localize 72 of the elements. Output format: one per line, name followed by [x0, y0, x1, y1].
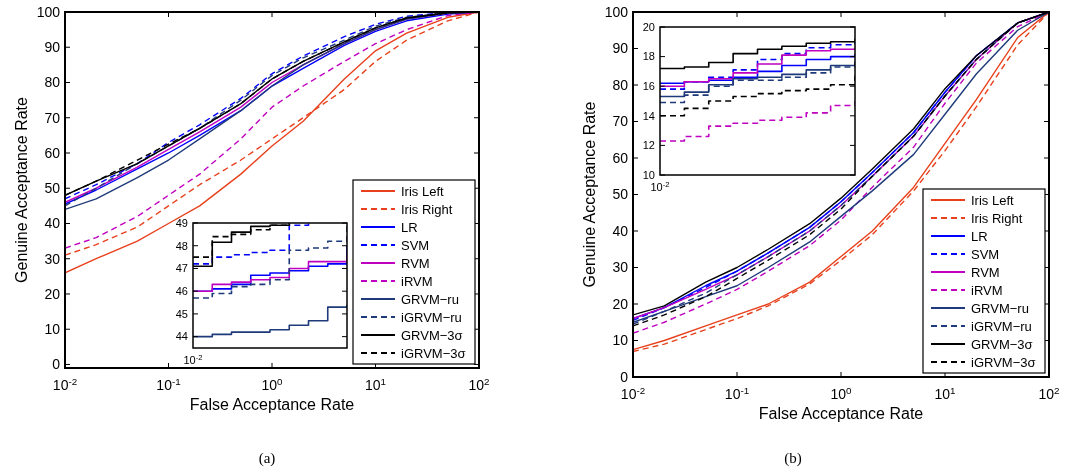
- legend-label: Iris Left: [401, 183, 445, 199]
- x-tick-label: 10$^{2}$: [468, 375, 490, 393]
- y-tick-label: 18: [642, 50, 655, 63]
- y-tick-label: 48: [175, 239, 188, 252]
- y-tick-label: 20: [642, 20, 655, 33]
- legend-label: iRVM: [971, 282, 1003, 298]
- y-axis-title: Genuine Acceptance Rate: [581, 101, 598, 288]
- legend-label: GRVM−3σ: [401, 327, 463, 343]
- legend-label: Iris Left: [971, 192, 1015, 208]
- legend-label: GRVM−ru: [401, 291, 459, 307]
- x-tick-label: 10$^{0}$: [830, 384, 853, 402]
- x-tick-label: 10$^{-1}$: [156, 375, 181, 393]
- x-axis-title: False Acceptance Rate: [189, 396, 355, 413]
- y-tick-label: 40: [612, 222, 629, 239]
- y-tick-label: 44: [175, 330, 188, 343]
- text: (b): [784, 450, 802, 467]
- legend-label: iGRVM−ru: [971, 318, 1032, 334]
- x-tick-label: 10$^{0}$: [261, 375, 284, 393]
- legend-label: GRVM−ru: [971, 300, 1029, 316]
- y-tick-label: 40: [44, 215, 61, 232]
- y-tick-label: 60: [612, 149, 629, 166]
- y-tick-label: 10: [44, 321, 61, 338]
- y-tick-label: 100: [36, 3, 61, 20]
- legend-label: RVM: [401, 255, 430, 271]
- y-tick-label: 80: [44, 74, 61, 91]
- y-tick-label: 10: [642, 168, 655, 181]
- legend-label: iGRVM−3σ: [971, 354, 1036, 370]
- x-tick-label: 10$^{-2}$: [52, 375, 78, 393]
- legend-label: RVM: [971, 264, 1000, 280]
- y-tick-label: 90: [44, 39, 61, 56]
- x-tick-label: 10$^{1}$: [364, 375, 387, 393]
- x-tick-label: 10$^{-2}$: [620, 384, 646, 402]
- y-tick-label: 30: [44, 250, 61, 267]
- y-tick-label: 70: [44, 109, 61, 126]
- y-tick-label: 49: [175, 216, 188, 229]
- text: (a): [258, 450, 276, 467]
- y-tick-label: 0: [52, 356, 61, 373]
- legend-label: LR: [971, 228, 988, 244]
- legend-label: Iris Right: [971, 210, 1023, 226]
- y-tick-label: 12: [642, 139, 655, 152]
- legend-label: Iris Right: [401, 201, 453, 217]
- y-tick-label: 14: [642, 109, 655, 122]
- y-tick-label: 30: [612, 259, 629, 276]
- x-axis-title: False Acceptance Rate: [758, 405, 924, 422]
- y-tick-label: 70: [612, 113, 629, 130]
- x-tick-label: 10$^{-1}$: [724, 384, 750, 402]
- legend-label: GRVM−3σ: [971, 336, 1033, 352]
- y-tick-label: 90: [612, 40, 629, 57]
- y-axis-title: Genuine Acceptance Rate: [13, 96, 30, 283]
- y-tick-label: 46: [175, 285, 188, 298]
- y-tick-label: 45: [175, 307, 188, 320]
- y-tick-label: 10: [612, 332, 629, 349]
- y-tick-label: 20: [44, 285, 61, 302]
- y-tick-label: 16: [642, 80, 655, 93]
- legend-label: LR: [401, 219, 418, 235]
- y-tick-label: 0: [620, 368, 629, 385]
- y-tick-label: 50: [612, 186, 629, 203]
- annotation: 10$^{-2}$: [650, 179, 670, 193]
- y-tick-label: 47: [175, 262, 188, 275]
- legend-label: SVM: [971, 246, 1000, 262]
- annotation: 10$^{-2}$: [183, 352, 203, 366]
- legend-label: iRVM: [401, 273, 433, 289]
- x-tick-label: 10$^{2}$: [1038, 384, 1060, 402]
- y-tick-label: 100: [604, 3, 629, 20]
- legend-label: iGRVM−ru: [401, 309, 462, 325]
- y-tick-label: 80: [612, 76, 629, 93]
- legend-label: iGRVM−3σ: [401, 345, 466, 361]
- legend-label: SVM: [401, 237, 430, 253]
- y-tick-label: 50: [44, 180, 61, 197]
- x-tick-label: 10$^{1}$: [934, 384, 956, 402]
- y-tick-label: 20: [612, 295, 629, 312]
- y-tick-label: 60: [44, 144, 61, 161]
